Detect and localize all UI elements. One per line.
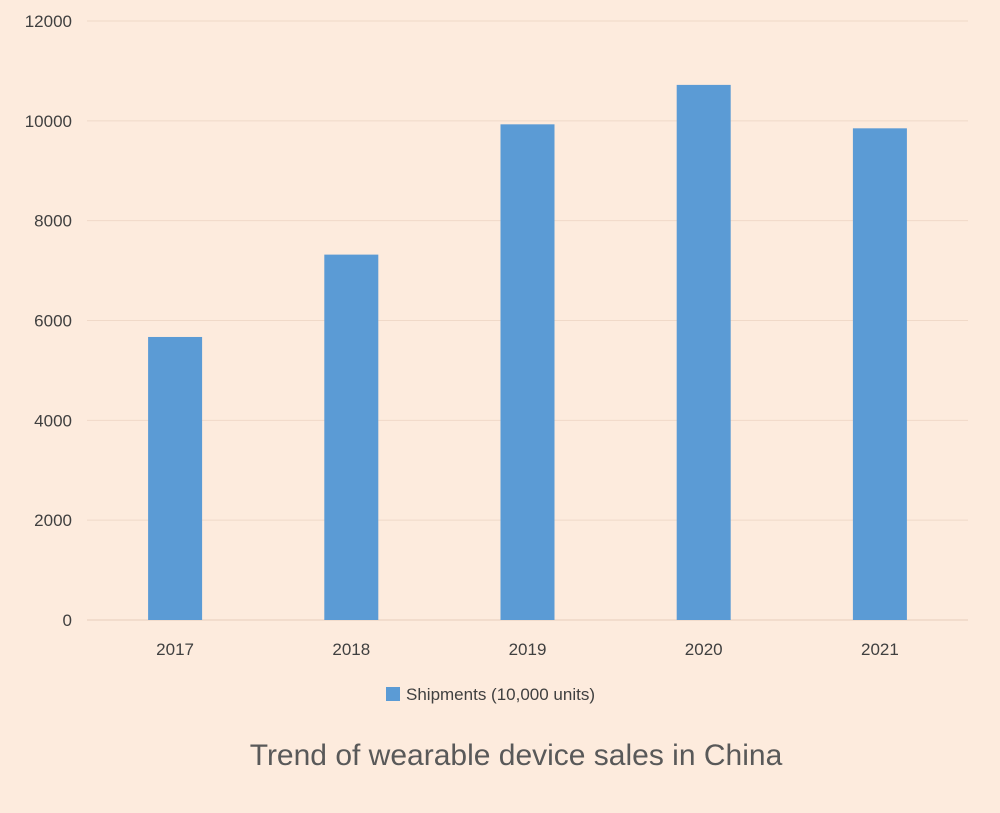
bar-2021 [852, 128, 907, 620]
y-tick-label: 8000 [34, 212, 72, 231]
y-axis-ticks: 0 2000 4000 6000 8000 10000 12000 [25, 12, 72, 630]
bar-2020 [676, 84, 731, 621]
x-tick-label: 2021 [861, 640, 899, 659]
legend-label: Shipments (10,000 units) [406, 685, 595, 704]
legend-swatch [386, 687, 400, 701]
y-tick-label: 2000 [34, 511, 72, 530]
x-axis-ticks: 2017 2018 2019 2020 2021 [156, 640, 899, 659]
bar-2017 [148, 336, 203, 620]
bar-2018 [324, 254, 379, 621]
y-tick-label: 0 [63, 611, 72, 630]
y-tick-label: 12000 [25, 12, 72, 31]
y-tick-label: 6000 [34, 312, 72, 331]
y-tick-label: 10000 [25, 112, 72, 131]
legend: Shipments (10,000 units) [386, 685, 595, 704]
x-tick-label: 2018 [332, 640, 370, 659]
y-tick-label: 4000 [34, 411, 72, 430]
x-tick-label: 2017 [156, 640, 194, 659]
chart-title: Trend of wearable device sales in China [250, 739, 783, 772]
x-tick-label: 2020 [685, 640, 723, 659]
bar-2019 [500, 124, 555, 620]
x-tick-label: 2019 [509, 640, 547, 659]
bars [148, 84, 907, 621]
